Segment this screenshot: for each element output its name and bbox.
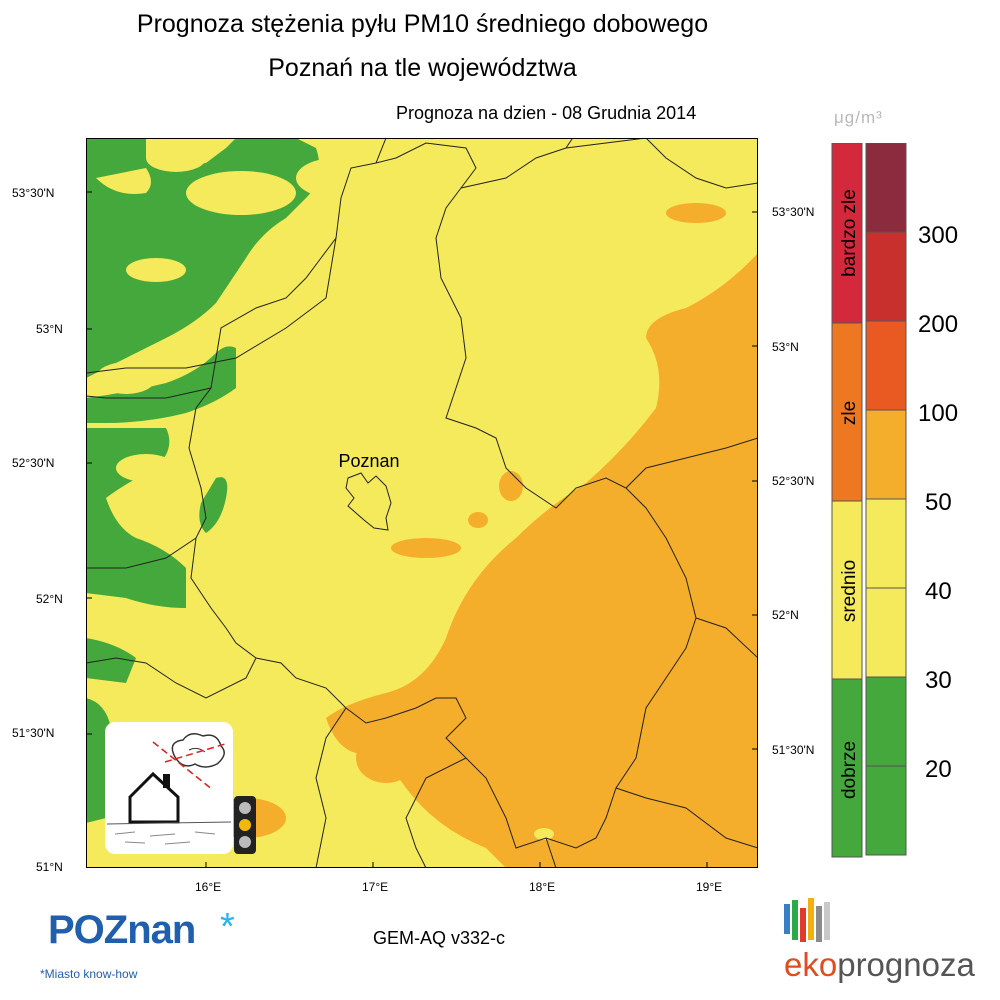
category-bar (831, 500, 863, 680)
lat-label-right: 51°30'N (772, 743, 815, 757)
category-label: srednio (839, 559, 860, 623)
threshold-label: 40 (925, 578, 952, 605)
threshold-label: 100 (918, 400, 959, 427)
category-label: zle (839, 400, 860, 426)
scale-bin (865, 498, 907, 589)
ekoprognoza-logo-icon (784, 898, 830, 942)
region-borders (86, 138, 758, 868)
color-scale (831, 143, 907, 858)
unit-label: μg/m³ (834, 108, 883, 127)
poznan-tagline: *Miasto know-how (40, 967, 138, 981)
lon-label: 17°E (362, 880, 389, 894)
lat-label-left: 52°N (36, 592, 63, 606)
scale-bin (865, 409, 907, 500)
threshold-label: 50 (925, 489, 952, 516)
lat-label-right: 52°30'N (772, 474, 815, 488)
scale-bin (865, 676, 907, 767)
scale-bin (865, 320, 907, 411)
smog-house-icon (105, 722, 233, 854)
lat-label-left: 51°30'N (12, 726, 55, 740)
page-title: Prognoza stężenia pyłu PM10 średniego do… (136, 10, 709, 38)
lat-label-right: 53°30'N (772, 205, 815, 219)
threshold-label: 300 (918, 222, 959, 249)
lon-label: 18°E (529, 880, 556, 894)
lon-label: 19°E (696, 880, 723, 894)
map-frame (86, 138, 758, 868)
traffic-light-icon (234, 796, 256, 854)
poznan-logo: POZnan (48, 908, 196, 953)
scale-bin (865, 587, 907, 678)
poznan-logo-text: POZnan (48, 908, 196, 952)
lat-label-left: 52°30'N (12, 456, 55, 470)
ekoprognoza-logo-text: ekoprognoza (784, 946, 975, 983)
scale-bin (865, 143, 907, 233)
model-label: GEM-AQ v332-c (373, 928, 506, 948)
threshold-label: 20 (925, 756, 952, 783)
map-ticks (86, 191, 758, 868)
lat-label-left: 53°N (36, 322, 63, 336)
category-label: bardzo zle (839, 189, 860, 277)
lat-label-right: 52°N (772, 608, 799, 622)
page-subtitle: Poznań na tle województwa (268, 54, 577, 82)
lat-label-left: 51°N (36, 860, 63, 874)
lon-label: 16°E (195, 880, 222, 894)
category-label: dobrze (839, 740, 860, 800)
scale-bin (865, 765, 907, 856)
category-bar (831, 322, 863, 502)
map-zone-zle (326, 253, 758, 868)
lat-label-right: 53°N (772, 340, 799, 354)
poznan-star-icon: * (220, 906, 235, 948)
city-label: Poznan (338, 451, 399, 471)
category-bar (831, 678, 863, 858)
poznan-city-outline (345, 472, 392, 531)
scale-bin (865, 231, 907, 322)
threshold-label: 200 (918, 311, 959, 338)
forecast-date: Prognoza na dzien - 08 Grudnia 2014 (396, 103, 697, 123)
lat-label-left: 53°30'N (12, 186, 55, 200)
threshold-label: 30 (925, 667, 952, 694)
